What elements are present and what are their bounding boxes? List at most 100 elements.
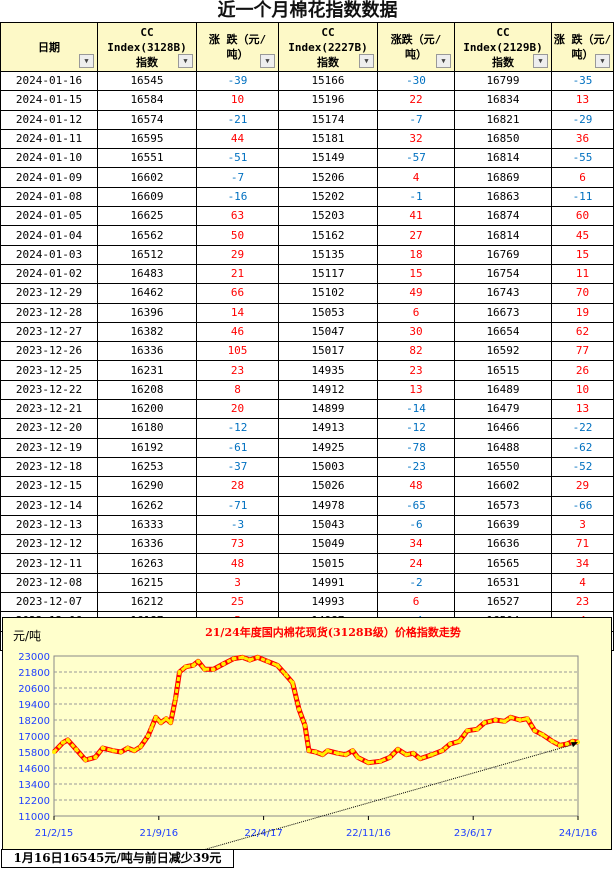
index-cell: 15162 bbox=[278, 225, 378, 246]
table-row: 2023-12-26 16336 105 15017 82 16592 77 bbox=[0, 341, 614, 362]
data-point bbox=[320, 752, 325, 757]
table-row: 2023-12-19 16192 -61 14925 -78 16488 -62 bbox=[0, 437, 614, 458]
table-row: 2024-01-10 16551 -51 15149 -57 16814 -55 bbox=[0, 148, 614, 169]
filter-dropdown-icon[interactable]: ▼ bbox=[79, 54, 94, 68]
data-point bbox=[493, 718, 498, 722]
change-cell: -71 bbox=[196, 495, 279, 516]
data-point bbox=[52, 750, 56, 754]
x-tick-label: 23/6/17 bbox=[454, 828, 493, 839]
change-cell: 11 bbox=[551, 263, 614, 285]
data-point bbox=[557, 743, 562, 748]
index-cell: 16263 bbox=[97, 553, 197, 574]
change-cell: -37 bbox=[196, 456, 279, 478]
change-cell: -7 bbox=[196, 167, 279, 188]
change-cell: 70 bbox=[551, 283, 614, 304]
change-cell: -7 bbox=[377, 109, 455, 130]
table-row: 2023-12-14 16262 -71 14978 -65 16573 -66 bbox=[0, 495, 614, 516]
index-cell: 16396 bbox=[97, 302, 197, 323]
data-point bbox=[177, 670, 182, 674]
change-cell: 49 bbox=[377, 283, 455, 304]
header-text: CC bbox=[321, 25, 335, 39]
filter-dropdown-icon[interactable]: ▼ bbox=[178, 54, 193, 68]
index-cell: 16489 bbox=[454, 379, 552, 401]
filter-dropdown-icon[interactable]: ▼ bbox=[436, 54, 451, 68]
index-cell: 15135 bbox=[278, 244, 378, 265]
date-cell: 2023-12-11 bbox=[0, 553, 98, 574]
data-point bbox=[125, 746, 130, 750]
index-cell: 16479 bbox=[454, 399, 552, 420]
index-cell: 15017 bbox=[278, 341, 378, 362]
y-axis-label: 元/吨 bbox=[13, 629, 41, 643]
x-tick-label: 24/1/16 bbox=[559, 828, 598, 839]
header-text: 指数 bbox=[492, 55, 514, 69]
index-cell: 16333 bbox=[97, 514, 197, 536]
date-cell: 2023-12-21 bbox=[0, 399, 98, 420]
data-point bbox=[83, 758, 88, 762]
table-row: 2024-01-04 16562 50 15162 27 16814 45 bbox=[0, 225, 614, 246]
date-cell: 2023-12-27 bbox=[0, 321, 98, 343]
change-cell: -52 bbox=[551, 456, 614, 478]
change-cell: 34 bbox=[551, 553, 614, 574]
table-row: 2023-12-15 16290 28 15026 48 16602 29 bbox=[0, 476, 614, 497]
data-point bbox=[366, 760, 371, 765]
column-header-3: CC Index(2227B) 指数 ▼ bbox=[278, 22, 378, 72]
filter-dropdown-icon[interactable]: ▼ bbox=[260, 54, 275, 68]
table-row: 2024-01-08 16609 -16 15202 -1 16863 -11 bbox=[0, 186, 614, 208]
y-tick-label: 17000 bbox=[18, 732, 50, 743]
header-text: 涨 跌（元/ bbox=[208, 33, 267, 46]
index-cell: 14978 bbox=[278, 495, 378, 516]
index-cell: 16584 bbox=[97, 90, 197, 111]
data-point bbox=[302, 723, 307, 728]
table-row: 2024-01-05 16625 63 15203 41 16874 60 bbox=[0, 206, 614, 227]
change-cell: 48 bbox=[377, 476, 455, 497]
table-row: 2024-01-15 16584 10 15196 22 16834 13 bbox=[0, 90, 614, 111]
change-cell: 34 bbox=[377, 534, 455, 555]
date-cell: 2024-01-11 bbox=[0, 128, 98, 150]
index-cell: 16821 bbox=[454, 109, 552, 130]
data-point bbox=[350, 748, 355, 753]
index-cell: 15102 bbox=[278, 283, 378, 304]
table-row: 2023-12-07 16212 25 14993 6 16527 23 bbox=[0, 592, 614, 613]
index-cell: 16625 bbox=[97, 206, 197, 227]
data-point bbox=[231, 656, 236, 661]
date-cell: 2023-12-08 bbox=[0, 572, 98, 594]
date-cell: 2024-01-12 bbox=[0, 109, 98, 130]
index-cell: 16462 bbox=[97, 283, 197, 304]
index-cell: 16550 bbox=[454, 456, 552, 478]
table-row: 2024-01-12 16574 -21 15174 -7 16821 -29 bbox=[0, 109, 614, 130]
index-cell: 16754 bbox=[454, 263, 552, 285]
index-cell: 15202 bbox=[278, 186, 378, 208]
index-cell: 14925 bbox=[278, 437, 378, 458]
change-cell: 4 bbox=[551, 572, 614, 594]
filter-dropdown-icon[interactable]: ▼ bbox=[533, 54, 548, 68]
change-cell: -51 bbox=[196, 148, 279, 169]
index-cell: 16595 bbox=[97, 128, 197, 150]
data-point bbox=[196, 659, 201, 664]
table-row: 2023-12-11 16263 48 15015 24 16565 34 bbox=[0, 553, 614, 574]
date-cell: 2024-01-05 bbox=[0, 206, 98, 227]
change-cell: 14 bbox=[196, 302, 279, 323]
change-cell: 3 bbox=[196, 572, 279, 594]
date-cell: 2023-12-13 bbox=[0, 514, 98, 536]
x-tick-label: 22/11/16 bbox=[346, 828, 391, 839]
index-cell: 16769 bbox=[454, 244, 552, 265]
data-point bbox=[508, 715, 513, 720]
data-point bbox=[457, 739, 462, 744]
change-cell: -65 bbox=[377, 495, 455, 516]
filter-dropdown-icon[interactable]: ▼ bbox=[595, 54, 610, 68]
index-cell: 15206 bbox=[278, 167, 378, 188]
date-cell: 2023-12-20 bbox=[0, 418, 98, 439]
index-cell: 16799 bbox=[454, 70, 552, 92]
data-point bbox=[221, 662, 226, 666]
index-cell: 16488 bbox=[454, 437, 552, 458]
change-cell: 46 bbox=[196, 321, 279, 343]
change-cell: -6 bbox=[377, 514, 455, 536]
y-tick-label: 12200 bbox=[18, 796, 50, 807]
header-text: 指数 bbox=[317, 55, 339, 69]
y-tick-label: 15800 bbox=[18, 748, 50, 759]
change-cell: 62 bbox=[551, 321, 614, 343]
date-cell: 2023-12-29 bbox=[0, 283, 98, 304]
page-title: 近一个月棉花指数数据 bbox=[217, 0, 398, 21]
change-cell: 105 bbox=[196, 341, 279, 362]
filter-dropdown-icon[interactable]: ▼ bbox=[359, 54, 374, 68]
